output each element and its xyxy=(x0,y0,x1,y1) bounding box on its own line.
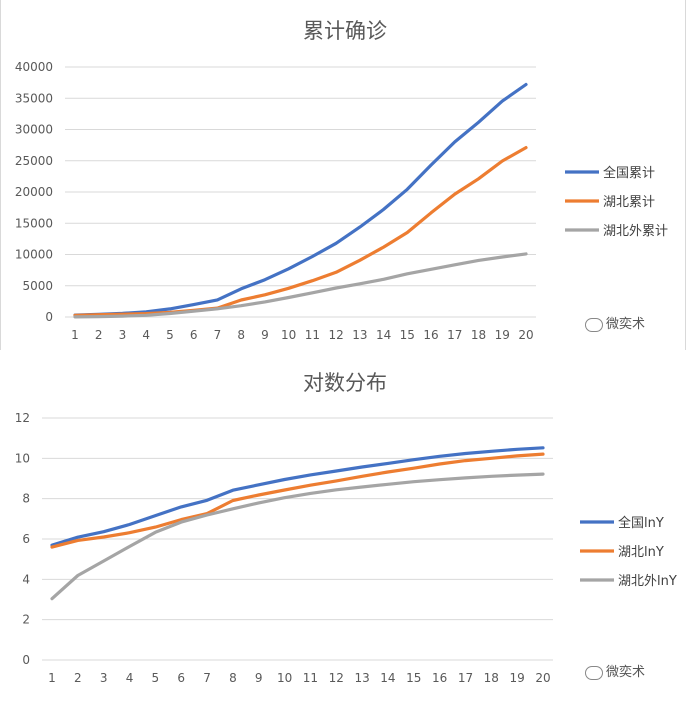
x-tick-label: 13 xyxy=(354,671,369,685)
series-line xyxy=(50,472,545,601)
x-tick-label: 18 xyxy=(471,328,486,342)
x-tick-label: 14 xyxy=(376,328,391,342)
x-tick-label: 2 xyxy=(74,671,82,685)
legend-label: 湖北累计 xyxy=(603,195,655,210)
watermark: 微奕术 xyxy=(585,661,645,680)
x-tick-label: 4 xyxy=(126,671,134,685)
x-tick-label: 4 xyxy=(142,328,150,342)
chart-title: 对数分布 xyxy=(303,371,387,395)
x-tick-label: 20 xyxy=(535,671,550,685)
x-tick-label: 9 xyxy=(255,671,263,685)
y-tick-label: 6 xyxy=(22,532,30,546)
top-chart-border xyxy=(0,0,686,350)
y-tick-label: 0 xyxy=(22,653,30,667)
x-tick-label: 17 xyxy=(458,671,473,685)
series-line xyxy=(50,452,545,549)
y-tick-label: 4 xyxy=(22,572,30,586)
x-tick-label: 18 xyxy=(484,671,499,685)
x-tick-label: 8 xyxy=(229,671,237,685)
wechat-icon xyxy=(585,317,603,332)
x-tick-label: 9 xyxy=(261,328,269,342)
x-tick-label: 13 xyxy=(352,328,367,342)
x-tick-label: 3 xyxy=(100,671,108,685)
legend-label: 湖北lnY xyxy=(618,545,664,560)
x-tick-label: 10 xyxy=(277,671,292,685)
x-tick-label: 12 xyxy=(329,671,344,685)
x-tick-label: 14 xyxy=(380,671,395,685)
x-tick-label: 7 xyxy=(203,671,211,685)
x-tick-label: 3 xyxy=(119,328,127,342)
y-tick-label: 10000 xyxy=(15,248,53,262)
y-tick-label: 30000 xyxy=(15,123,53,137)
legend-label: 全国lnY xyxy=(618,515,664,531)
x-tick-label: 19 xyxy=(495,328,510,342)
x-tick-label: 20 xyxy=(518,328,533,342)
x-tick-label: 17 xyxy=(447,328,462,342)
x-tick-label: 2 xyxy=(95,328,103,342)
cumulative-chart: 累计确诊 0 5000 10000 15000 20000 25000 30000 35000… xyxy=(15,19,668,342)
x-tick-label: 7 xyxy=(214,328,222,342)
x-tick-label: 6 xyxy=(190,328,198,342)
x-tick-label: 11 xyxy=(305,328,320,342)
y-tick-label: 25000 xyxy=(15,154,53,168)
wechat-icon xyxy=(585,665,603,680)
y-tick-label: 15000 xyxy=(15,216,53,230)
x-tick-label: 6 xyxy=(177,671,185,685)
y-tick-label: 2 xyxy=(22,613,30,627)
y-tick-label: 12 xyxy=(15,411,30,425)
x-tick-label: 12 xyxy=(328,328,343,342)
x-tick-label: 15 xyxy=(400,328,415,342)
x-tick-label: 19 xyxy=(510,671,525,685)
x-tick-label: 16 xyxy=(423,328,438,342)
y-tick-label: 5000 xyxy=(22,279,53,293)
x-tick-label: 16 xyxy=(432,671,447,685)
y-tick-label: 40000 xyxy=(15,60,53,74)
x-tick-label: 8 xyxy=(237,328,245,342)
series-line xyxy=(73,82,528,317)
series-line xyxy=(73,146,528,317)
series-line xyxy=(50,446,545,547)
y-tick-label: 35000 xyxy=(15,91,53,105)
y-tick-label: 10 xyxy=(15,451,30,465)
series-line xyxy=(73,252,528,319)
chart-title: 累计确诊 xyxy=(303,19,387,43)
legend-label: 湖北外累计 xyxy=(603,224,668,239)
x-tick-label: 15 xyxy=(406,671,421,685)
x-tick-label: 11 xyxy=(303,671,318,685)
x-tick-label: 5 xyxy=(166,328,174,342)
x-tick-label: 1 xyxy=(48,671,56,685)
y-tick-label: 20000 xyxy=(15,185,53,199)
legend-label: 全国累计 xyxy=(603,165,655,181)
x-tick-label: 1 xyxy=(71,328,79,342)
y-tick-label: 8 xyxy=(22,492,30,506)
x-tick-label: 10 xyxy=(281,328,296,342)
y-tick-label: 0 xyxy=(45,310,53,324)
x-tick-label: 5 xyxy=(152,671,160,685)
watermark: 微奕术 xyxy=(585,313,645,332)
legend-label: 湖北外lnY xyxy=(618,574,677,589)
